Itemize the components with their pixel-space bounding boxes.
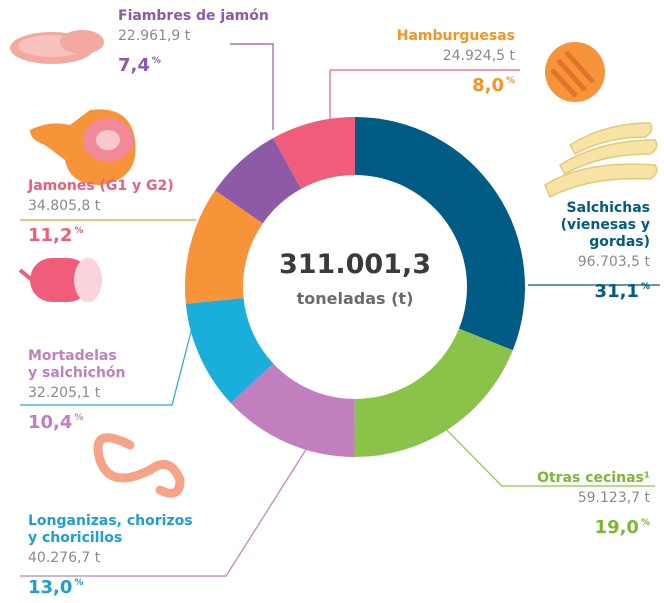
- category-name: Jamones (G1 y G2): [28, 178, 174, 195]
- percent-label: 8,0%: [397, 73, 515, 94]
- tonnes-label: 22.961,9 t: [118, 28, 269, 45]
- tonnes-label: 32.205,1 t: [28, 385, 126, 402]
- value-label: 7,4: [118, 55, 150, 76]
- segment-label: Jamones (G1 y G2) 34.805,8 t 11,2%: [28, 178, 174, 244]
- percent-sign: %: [74, 578, 83, 588]
- segment-label: Otras cecinas¹ 59.123,7 t 19,0%: [537, 470, 650, 536]
- tonnes-label: 59.123,7 t: [537, 490, 650, 507]
- percent-label: 13,0%: [28, 575, 193, 596]
- center-unit: toneladas (t): [255, 289, 455, 308]
- percent-label: 19,0%: [537, 515, 650, 536]
- category-name: Longanizas, chorizos y choricillos: [28, 513, 193, 547]
- segment-label: Hamburguesas 24.924,5 t 8,0%: [397, 28, 515, 94]
- value-label: 31,1: [595, 281, 639, 302]
- page: {"chart_data": {"type": "donut", "center…: [0, 0, 664, 603]
- icon-sausages: [545, 123, 657, 197]
- category-name: Fiambres de jamón: [118, 8, 269, 25]
- percent-label: 11,2%: [28, 223, 174, 244]
- percent-sign: %: [641, 518, 650, 528]
- segment-label: Fiambres de jamón 22.961,9 t 7,4%: [118, 8, 269, 74]
- segment-label: Salchichas (vienesas y gordas) 96.703,5 t…: [561, 200, 650, 300]
- icon-ham-slices: [10, 30, 104, 64]
- icon-leg-ham: [30, 109, 136, 185]
- segment-label: Longanizas, chorizos y choricillos 40.276…: [28, 513, 193, 596]
- donut-segment: [354, 329, 512, 457]
- value-label: 11,2: [28, 225, 72, 246]
- tonnes-label: 24.924,5 t: [397, 48, 515, 65]
- percent-label: 10,4%: [28, 410, 126, 431]
- value-label: 8,0: [472, 75, 504, 96]
- tonnes-label: 40.276,7 t: [28, 550, 193, 567]
- segment-label: Mortadelas y salchichón 32.205,1 t 10,4%: [28, 348, 126, 431]
- percent-sign: %: [152, 56, 161, 66]
- donut-segment: [355, 117, 525, 350]
- category-name: Hamburguesas: [397, 28, 515, 45]
- percent-sign: %: [74, 226, 83, 236]
- category-name: Mortadelas y salchichón: [28, 348, 126, 382]
- tonnes-label: 96.703,5 t: [561, 254, 650, 271]
- percent-sign: %: [506, 76, 515, 86]
- percent-sign: %: [74, 413, 83, 423]
- percent-label: 7,4%: [118, 53, 269, 74]
- category-name: Salchichas (vienesas y gordas): [561, 200, 650, 251]
- value-label: 10,4: [28, 412, 72, 433]
- icon-chorizo: [98, 438, 180, 494]
- icon-mortadela: [20, 258, 102, 302]
- value-label: 13,0: [28, 577, 72, 598]
- icon-burger: [545, 42, 605, 102]
- tonnes-label: 34.805,8 t: [28, 198, 174, 215]
- value-label: 19,0: [595, 517, 639, 538]
- percent-label: 31,1%: [561, 279, 650, 300]
- percent-sign: %: [641, 282, 650, 292]
- category-name: Otras cecinas¹: [537, 470, 650, 487]
- center-value: 311.001,3: [255, 249, 455, 280]
